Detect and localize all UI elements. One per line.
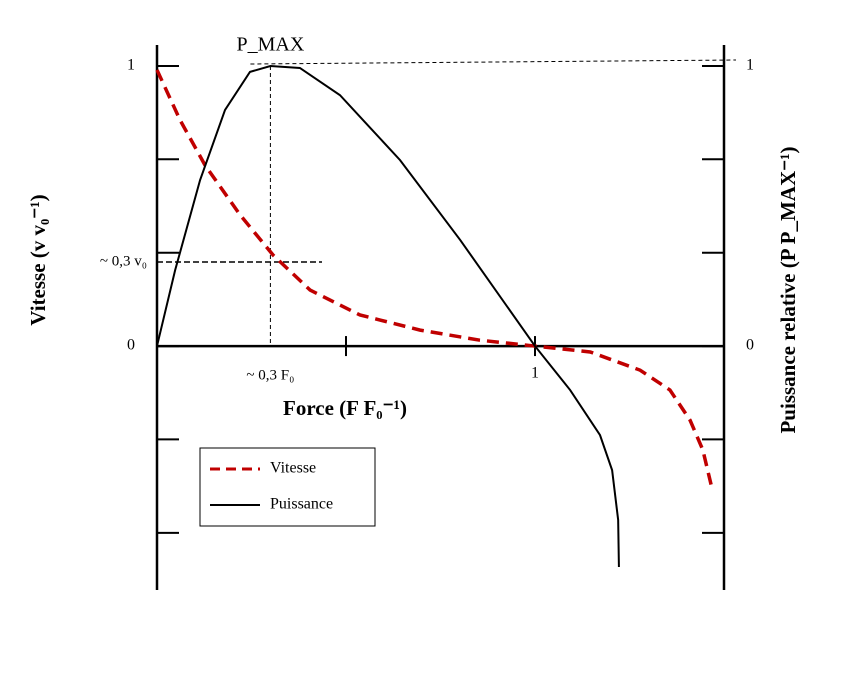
- y2-tick-label: 1: [746, 57, 754, 74]
- annotation: P_MAX: [237, 34, 305, 56]
- x-tick-label: 1: [531, 365, 539, 382]
- legend-label: Puissance: [270, 496, 333, 513]
- annotation: ~ 0,3 F₀: [246, 368, 294, 384]
- line: [156, 64, 620, 568]
- annotation: ~ 0,3 v₀: [100, 253, 147, 269]
- x-axis-label: Force (F F₀⁻¹): [283, 396, 407, 420]
- y-tick-label: 1: [127, 57, 135, 74]
- y2-axis-label: Puissance relative (P P_MAX⁻¹): [776, 146, 800, 433]
- line: [155, 69, 714, 489]
- y-tick-label: 0: [127, 337, 135, 354]
- y-axis-label: Vitesse (v v₀⁻¹): [26, 194, 50, 325]
- y2-tick-label: 0: [746, 337, 754, 354]
- guide-line: [250, 59, 737, 65]
- legend-box: [199, 447, 376, 527]
- legend-label: Vitesse: [270, 460, 316, 477]
